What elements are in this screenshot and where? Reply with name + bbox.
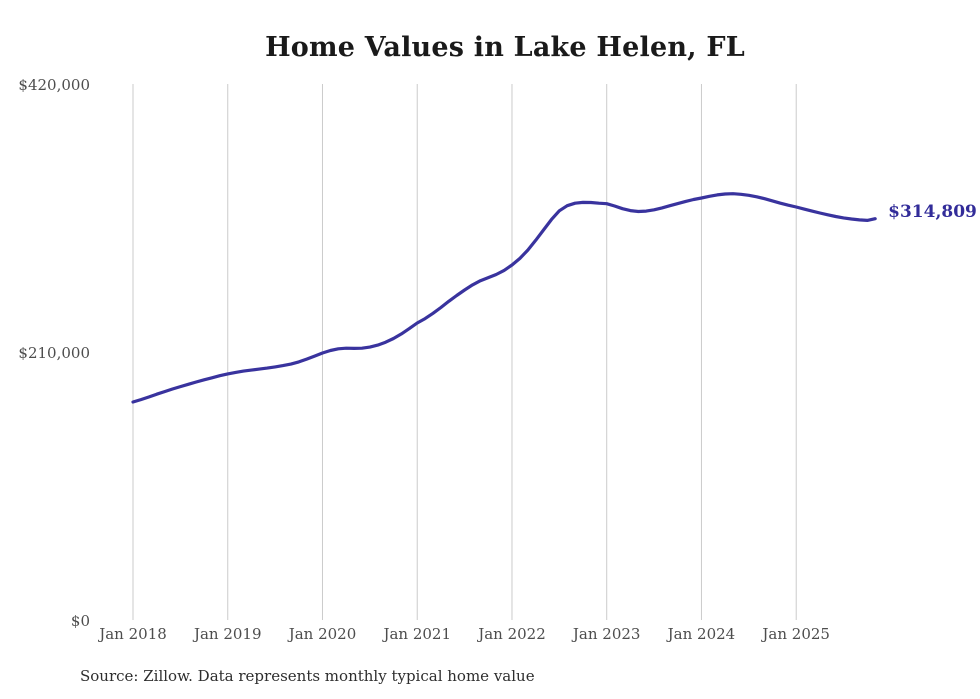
y-axis-tick-label: $210,000 [18, 344, 90, 362]
x-axis-tick-label: Jan 2020 [288, 625, 357, 643]
home-value-line [131, 192, 877, 404]
x-axis-tick-label: Jan 2019 [193, 625, 262, 643]
y-axis-tick-label: $0 [70, 612, 90, 630]
x-axis-tick-label: Jan 2023 [572, 625, 641, 643]
x-axis-tick-label: Jan 2018 [99, 625, 167, 643]
source-note: Source: Zillow. Data represents monthly … [80, 667, 535, 685]
x-axis-tick-label: Jan 2022 [478, 625, 546, 643]
current-value-label: $314,809 [888, 201, 977, 222]
y-axis-tick-label: $420,000 [18, 76, 90, 94]
x-axis-tick-label: Jan 2025 [762, 625, 830, 643]
x-axis-tick-label: Jan 2021 [383, 625, 451, 643]
chart-title: Home Values in Lake Helen, FL [265, 32, 745, 63]
x-axis-tick-label: Jan 2024 [667, 625, 736, 643]
